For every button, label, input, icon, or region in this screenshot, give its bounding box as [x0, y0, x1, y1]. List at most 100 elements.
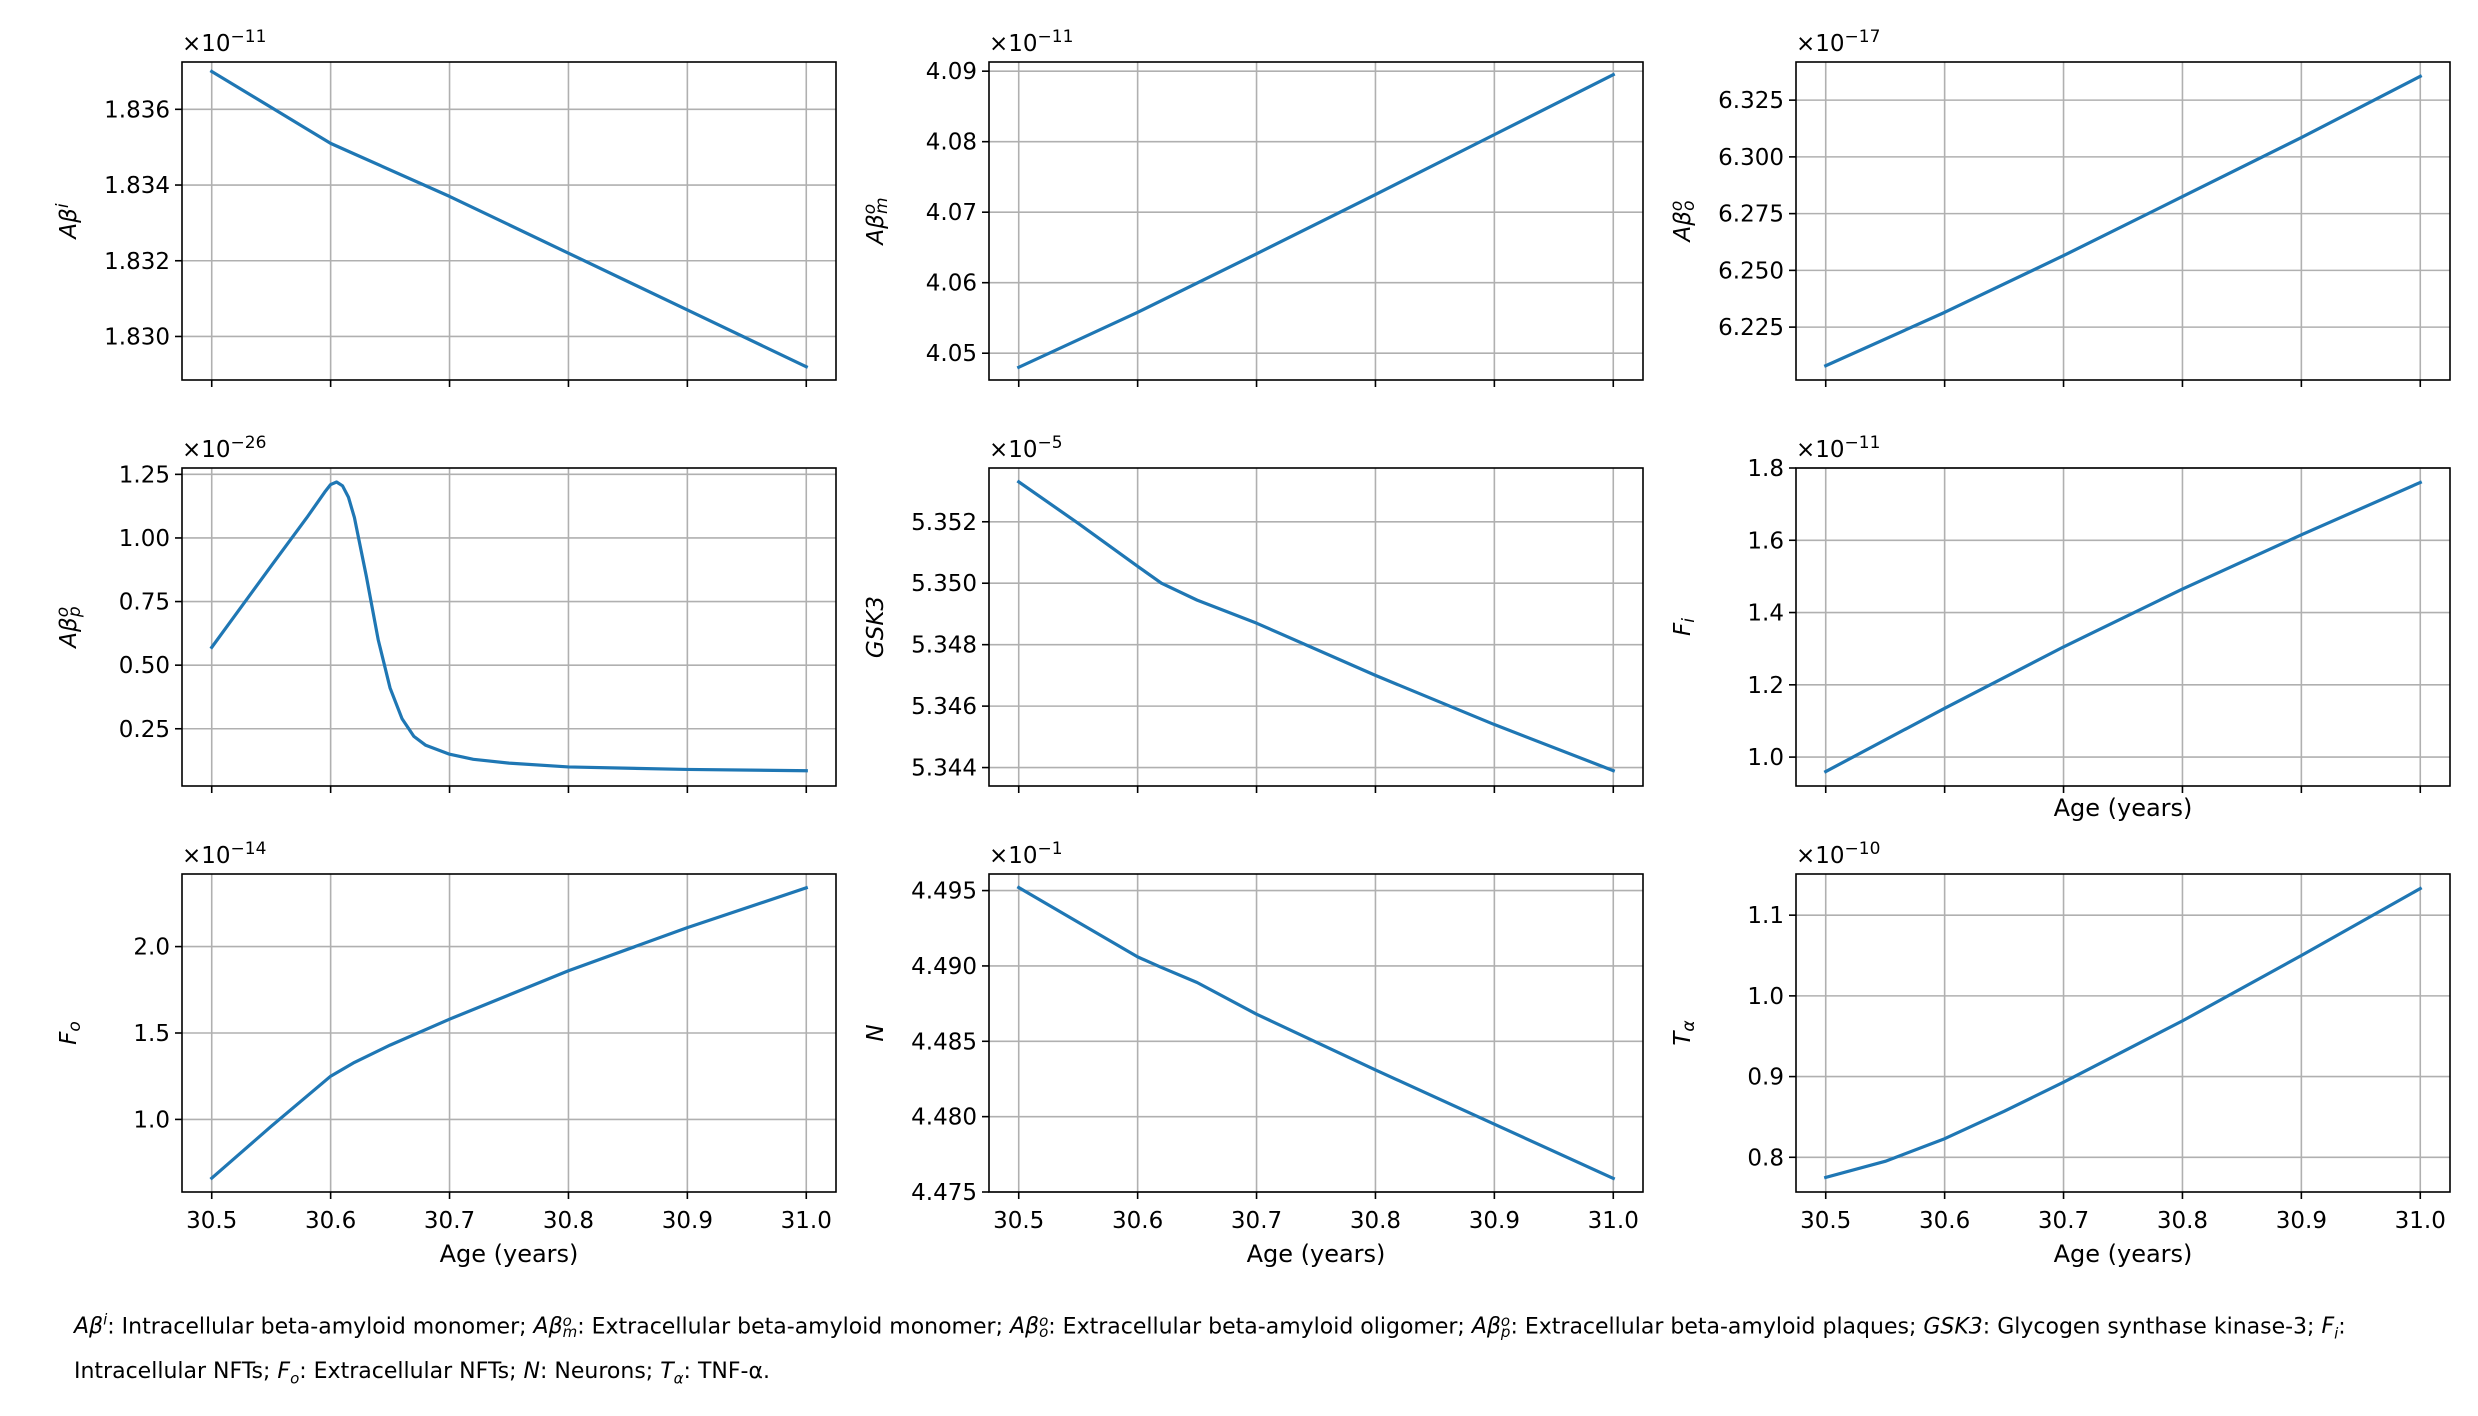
caption-symbol: N [523, 1358, 541, 1384]
y-tick-label: 1.0 [1747, 745, 1784, 771]
y-tick-label: 1.1 [1747, 903, 1784, 929]
caption-entry: GSK3: Glycogen synthase kinase-3; [1923, 1314, 2321, 1339]
y-offset-multiplier: ×10−10 [1796, 839, 1880, 869]
caption-text: : Neurons; [540, 1358, 661, 1384]
series-line [1016, 72, 1616, 370]
y-axis-label: GSK3 [863, 596, 889, 658]
caption-entry: Fi: Intracellular NFTs; [74, 1314, 2346, 1383]
y-tick-label: 4.05 [926, 341, 977, 367]
caption-text: : Intracellular NFTs; [74, 1314, 2346, 1384]
caption-symbol: Aβ o m [533, 1312, 578, 1342]
plot-frame [988, 873, 1644, 1193]
series-line [1016, 885, 1616, 1181]
subplot-8: 30.5 30.6 30.7 30.8 30.9 31.0 4.475 4.480 4.485 4… [863, 839, 1644, 1268]
caption-entry: Aβ o p: Extracellular beta-amyloid plaques… [1471, 1312, 1924, 1342]
x-tick-label: 30.7 [2038, 1208, 2089, 1234]
y-tick-label: 1.25 [119, 462, 170, 488]
y-axis-label: Aβoo [1667, 200, 1699, 243]
series-line [209, 69, 809, 369]
y-offset-multiplier: ×10−5 [989, 433, 1063, 463]
caption-entry: N: Neurons; [524, 1359, 661, 1384]
y-tick-label: 4.09 [926, 59, 977, 85]
caption-text: : Extracellular NFTs; [299, 1358, 524, 1384]
plot-frame [1795, 467, 2451, 787]
y-tick-label: 1.4 [1747, 601, 1784, 627]
subplot-6: 1.0 1.2 1.4 1.6 1.8 ×10−11 Fi Age (years) [1670, 433, 2451, 822]
subplot-3: 6.225 6.250 6.275 6.300 6.325 ×10−17 Aβoo [1667, 27, 2451, 387]
subplot-4: 0.25 0.50 0.75 1.00 1.25 ×10−26 Aβop [53, 433, 837, 793]
series-line [1823, 480, 2423, 774]
caption-symbol: Tα [660, 1358, 684, 1388]
caption-symbol: Aβ o p [1471, 1312, 1511, 1342]
y-tick-label: 0.8 [1747, 1145, 1784, 1171]
y-offset-multiplier: ×10−1 [989, 839, 1063, 869]
y-tick-label: 1.832 [104, 249, 170, 275]
x-tick-label: 30.5 [1800, 1208, 1851, 1234]
y-tick-label: 1.836 [104, 97, 170, 123]
subplot-7: 30.5 30.6 30.7 30.8 30.9 31.0 1.0 1.5 2.0 ×10−14 F… [56, 839, 837, 1268]
x-tick-label: 30.6 [1112, 1208, 1163, 1234]
plot-frame [181, 467, 837, 787]
y-axis-label: N [863, 1024, 889, 1041]
y-axis-label: Aβi [53, 203, 82, 240]
y-axis-label: Aβom [860, 197, 892, 246]
x-tick-label: 31.0 [1588, 1208, 1639, 1234]
caption-text: : Extracellular beta-amyloid oligomer; [1048, 1314, 1472, 1340]
y-tick-label: 1.6 [1747, 528, 1784, 554]
y-offset-multiplier: ×10−14 [182, 839, 266, 869]
series-line [1823, 74, 2423, 368]
y-tick-label: 4.475 [911, 1180, 977, 1206]
y-tick-label: 5.346 [911, 694, 977, 720]
y-tick-label: 5.352 [911, 510, 977, 536]
subplot-2: 4.05 4.06 4.07 4.08 4.09 ×10−11 Aβom [860, 27, 1644, 387]
x-tick-label: 30.8 [1350, 1208, 1401, 1234]
caption-text: : Glycogen synthase kinase-3; [1982, 1314, 2322, 1340]
subplot-5: 5.344 5.346 5.348 5.350 5.352 ×10−5 GSK3 [863, 433, 1644, 793]
y-axis-label: Tα [1670, 1020, 1699, 1045]
y-offset-multiplier: ×10−11 [182, 27, 266, 57]
y-tick-label: 4.485 [911, 1029, 977, 1055]
series-line [1823, 886, 2423, 1180]
x-tick-label: 30.9 [662, 1208, 713, 1234]
y-axis-label: Fi [1670, 618, 1699, 636]
x-tick-label: 30.7 [1231, 1208, 1282, 1234]
y-offset-multiplier: ×10−11 [989, 27, 1073, 57]
plot-frame [1795, 61, 2451, 381]
y-tick-label: 5.350 [911, 571, 977, 597]
caption-symbol: GSK3 [1923, 1314, 1983, 1340]
y-tick-label: 4.07 [926, 200, 977, 226]
y-tick-label: 1.5 [133, 1021, 170, 1047]
caption-text: : Intracellular beta-amyloid monomer; [107, 1314, 534, 1340]
y-tick-label: 1.00 [119, 526, 170, 552]
x-tick-label: 30.5 [993, 1208, 1044, 1234]
y-tick-label: 4.06 [926, 271, 977, 297]
y-tick-label: 1.0 [1747, 984, 1784, 1010]
plot-frame [1795, 873, 2451, 1193]
y-tick-label: 6.225 [1718, 315, 1784, 341]
y-tick-label: 0.9 [1747, 1065, 1784, 1091]
y-tick-label: 6.275 [1718, 202, 1784, 228]
subplot-1: 1.830 1.832 1.834 1.836 ×10−11 Aβi [53, 27, 837, 387]
y-tick-label: 6.300 [1718, 145, 1784, 171]
caption-entry: Tα: TNF-α. [660, 1358, 770, 1388]
figure-caption: Aβi: Intracellular beta-amyloid monomer;… [74, 1302, 2434, 1397]
caption-entry: Aβ o m: Extracellular beta-amyloid monomer… [533, 1312, 1010, 1342]
y-offset-multiplier: ×10−17 [1796, 27, 1880, 57]
y-axis-label: Aβop [53, 606, 85, 650]
y-tick-label: 4.08 [926, 130, 977, 156]
x-tick-label: 30.5 [186, 1208, 237, 1234]
y-tick-label: 4.490 [911, 954, 977, 980]
plot-frame [988, 61, 1644, 381]
x-tick-label: 31.0 [2395, 1208, 2446, 1234]
y-tick-label: 1.8 [1747, 456, 1784, 482]
y-tick-label: 0.75 [119, 590, 170, 616]
y-tick-label: 0.50 [119, 653, 170, 679]
plot-frame [181, 61, 837, 381]
series-line [1016, 479, 1616, 773]
x-axis-label: Age (years) [1247, 1240, 1386, 1268]
plot-frame [988, 467, 1644, 787]
caption-entry: Aβi: Intracellular beta-amyloid monomer; [74, 1311, 534, 1340]
y-tick-label: 2.0 [133, 935, 170, 961]
y-tick-label: 1.0 [133, 1107, 170, 1133]
